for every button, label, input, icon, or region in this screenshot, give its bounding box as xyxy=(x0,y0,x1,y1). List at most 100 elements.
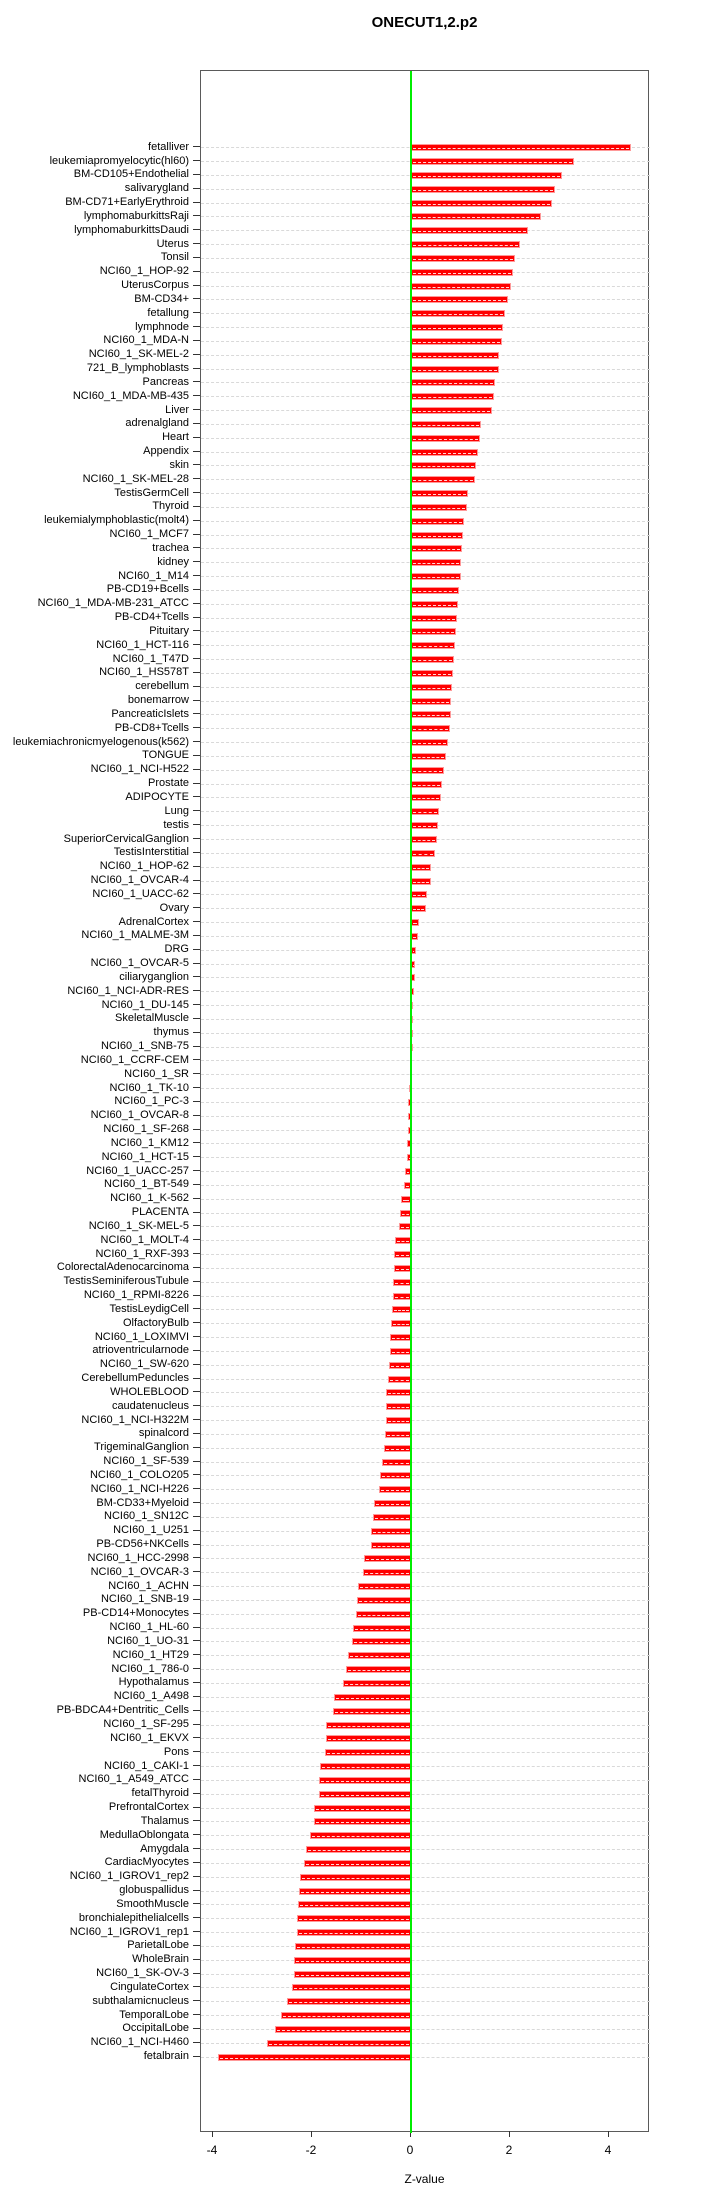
y-tick xyxy=(193,1031,200,1033)
bar xyxy=(411,171,562,179)
y-axis-label: kidney xyxy=(157,555,189,568)
bar xyxy=(306,1846,411,1854)
y-axis-label: Uterus xyxy=(156,237,189,250)
y-tick xyxy=(193,1004,200,1006)
y-tick xyxy=(193,547,200,549)
bar xyxy=(391,1320,411,1328)
y-axis-label: NCI60_1_SF-268 xyxy=(103,1123,189,1136)
y-axis-label: BM-CD71+EarlyErythroid xyxy=(65,196,189,209)
y-axis-label: leukemiapromyelocytic(hl60) xyxy=(49,154,189,167)
y-tick xyxy=(193,1336,200,1338)
y-tick xyxy=(193,1931,200,1933)
bar xyxy=(297,1929,411,1937)
y-axis-label: Prostate xyxy=(148,777,189,790)
bar xyxy=(411,476,475,484)
y-tick xyxy=(193,326,200,328)
bar xyxy=(295,1942,411,1950)
x-axis-label: Z-value xyxy=(404,2172,445,2186)
y-tick xyxy=(193,1557,200,1559)
y-tick xyxy=(193,1654,200,1656)
bar xyxy=(411,836,437,843)
bar xyxy=(411,254,515,262)
y-axis-label: WHOLEBLOOD xyxy=(110,1385,189,1398)
x-tick-label: 2 xyxy=(505,2143,513,2157)
row-gridline xyxy=(201,1005,650,1007)
y-axis-label: NCI60_1_RXF-393 xyxy=(95,1247,189,1260)
y-axis-label: cerebellum xyxy=(135,680,189,693)
y-tick xyxy=(193,1612,200,1614)
row-gridline xyxy=(201,1973,650,1975)
y-axis-label: NCI60_1_MALME-3M xyxy=(81,929,189,942)
y-axis-label: NCI60_1_A549_ATCC xyxy=(78,1773,189,1786)
y-tick xyxy=(193,2000,200,2002)
y-tick xyxy=(193,893,200,895)
bar xyxy=(411,739,449,747)
y-axis-label: NCI60_1_ACHN xyxy=(108,1579,189,1592)
y-tick xyxy=(193,1017,200,1019)
bar xyxy=(411,642,456,650)
y-axis-label: NCI60_1_IGROV1_rep1 xyxy=(69,1925,189,1938)
y-tick xyxy=(193,339,200,341)
y-tick xyxy=(193,381,200,383)
bar xyxy=(385,1430,411,1438)
y-tick xyxy=(193,243,200,245)
y-axis-label: NCI60_1_BT-549 xyxy=(104,1178,189,1191)
y-axis-label: TestisInterstitial xyxy=(113,846,189,859)
y-axis-label: DRG xyxy=(164,943,189,956)
bar xyxy=(389,1361,411,1369)
bar xyxy=(310,1832,411,1840)
bar xyxy=(325,1735,411,1743)
row-gridline xyxy=(201,949,650,951)
bar xyxy=(358,1583,411,1591)
y-axis-label: TemporalLobe xyxy=(119,2008,189,2021)
bar xyxy=(393,1292,411,1300)
row-gridline xyxy=(201,1406,650,1408)
y-axis-label: UterusCorpus xyxy=(121,279,189,292)
y-tick xyxy=(193,990,200,992)
y-tick xyxy=(193,921,200,923)
y-axis-label: ColorectalAdenocarcinoma xyxy=(56,1261,189,1274)
bar xyxy=(342,1679,411,1687)
row-gridline xyxy=(201,1599,650,1601)
y-tick xyxy=(193,1529,200,1531)
row-gridline xyxy=(201,1489,650,1491)
y-axis-label: NCI60_1_EKVX xyxy=(110,1731,189,1744)
y-axis-label: 721_B_lymphoblasts xyxy=(86,362,189,375)
y-tick xyxy=(193,395,200,397)
row-gridline xyxy=(201,1350,650,1352)
y-tick xyxy=(193,201,200,203)
row-gridline xyxy=(201,1641,650,1643)
row-gridline xyxy=(201,1530,650,1532)
y-tick xyxy=(193,630,200,632)
y-tick xyxy=(193,1723,200,1725)
y-tick xyxy=(193,1170,200,1172)
bar xyxy=(291,1984,411,1992)
row-gridline xyxy=(201,1613,650,1615)
y-axis-label: BM-CD34+ xyxy=(134,292,189,305)
row-gridline xyxy=(201,1835,650,1837)
row-gridline xyxy=(201,1918,650,1920)
bar xyxy=(411,393,494,401)
y-axis-label: BM-CD105+Endothelial xyxy=(73,168,189,181)
row-gridline xyxy=(201,1558,650,1560)
row-gridline xyxy=(201,1876,650,1878)
y-tick xyxy=(193,1958,200,1960)
bar xyxy=(411,697,452,705)
bar xyxy=(411,213,541,221)
y-axis-label: spinalcord xyxy=(138,1427,189,1440)
row-gridline xyxy=(201,1115,650,1117)
bar xyxy=(411,545,462,553)
y-tick xyxy=(193,1875,200,1877)
row-gridline xyxy=(201,1793,650,1795)
y-tick xyxy=(193,934,200,936)
y-tick xyxy=(193,616,200,618)
bar xyxy=(411,185,555,193)
y-axis-label: thymus xyxy=(153,1026,189,1039)
y-axis-label: NCI60_1_UO-31 xyxy=(107,1634,189,1647)
y-tick xyxy=(193,796,200,798)
y-axis-label: NCI60_1_NCI-H522 xyxy=(90,763,189,776)
y-tick xyxy=(193,1239,200,1241)
y-tick xyxy=(193,1474,200,1476)
bar xyxy=(386,1389,411,1397)
